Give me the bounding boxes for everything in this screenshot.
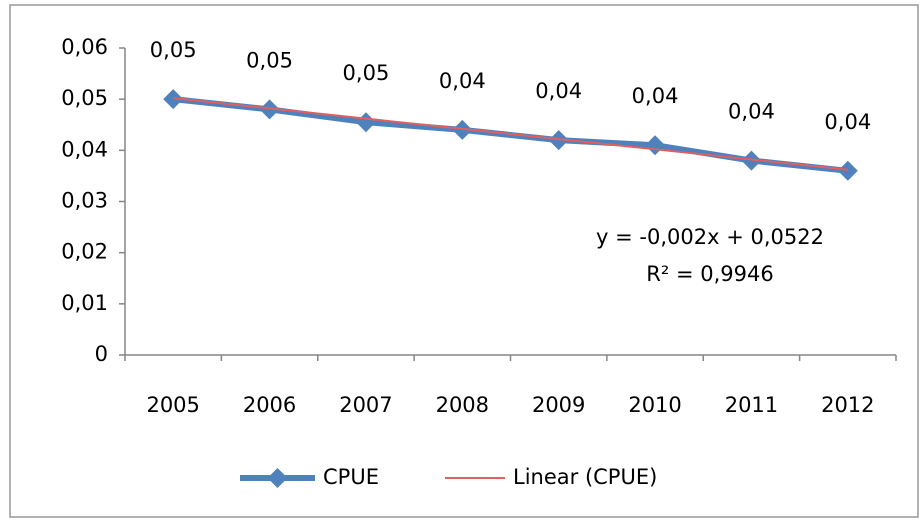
x-tick-label: 2010 — [628, 393, 681, 417]
y-tick-label: 0,01 — [61, 291, 108, 315]
value-label: 0,04 — [535, 79, 582, 103]
x-tick-label: 2009 — [532, 393, 585, 417]
x-tick-label: 2011 — [725, 393, 778, 417]
x-tick-label: 2012 — [821, 393, 874, 417]
legend-label: Linear (CPUE) — [513, 465, 657, 489]
value-label: 0,04 — [439, 69, 486, 93]
y-tick-label: 0,05 — [61, 86, 108, 110]
marker — [259, 99, 280, 120]
value-label: 0,04 — [632, 84, 679, 108]
value-label: 0,05 — [343, 61, 390, 85]
marker — [741, 150, 762, 171]
marker — [452, 119, 473, 140]
x-tick-label: 2006 — [243, 393, 296, 417]
marker — [837, 160, 858, 181]
x-tick-label: 2008 — [436, 393, 489, 417]
y-tick-label: 0,03 — [61, 189, 108, 213]
y-tick-label: 0,06 — [61, 35, 108, 59]
series-line — [173, 97, 848, 171]
y-tick-label: 0 — [95, 342, 108, 366]
legend-label: CPUE — [323, 465, 379, 489]
marker — [548, 130, 569, 151]
value-label: 0,05 — [246, 48, 293, 72]
chart-frame — [9, 4, 919, 518]
trend-equation: y = -0,002x + 0,0522 — [596, 225, 824, 249]
value-label: 0,05 — [150, 38, 197, 62]
value-label: 0,04 — [824, 110, 871, 134]
x-tick-label: 2007 — [339, 393, 392, 417]
marker — [163, 89, 184, 110]
y-tick-label: 0,02 — [61, 240, 108, 264]
y-tick-label: 0,04 — [61, 137, 108, 161]
x-tick-label: 2005 — [146, 393, 199, 417]
value-label: 0,04 — [728, 100, 775, 124]
legend-marker — [267, 468, 288, 488]
trend-r-squared: R² = 0,9946 — [646, 262, 773, 286]
